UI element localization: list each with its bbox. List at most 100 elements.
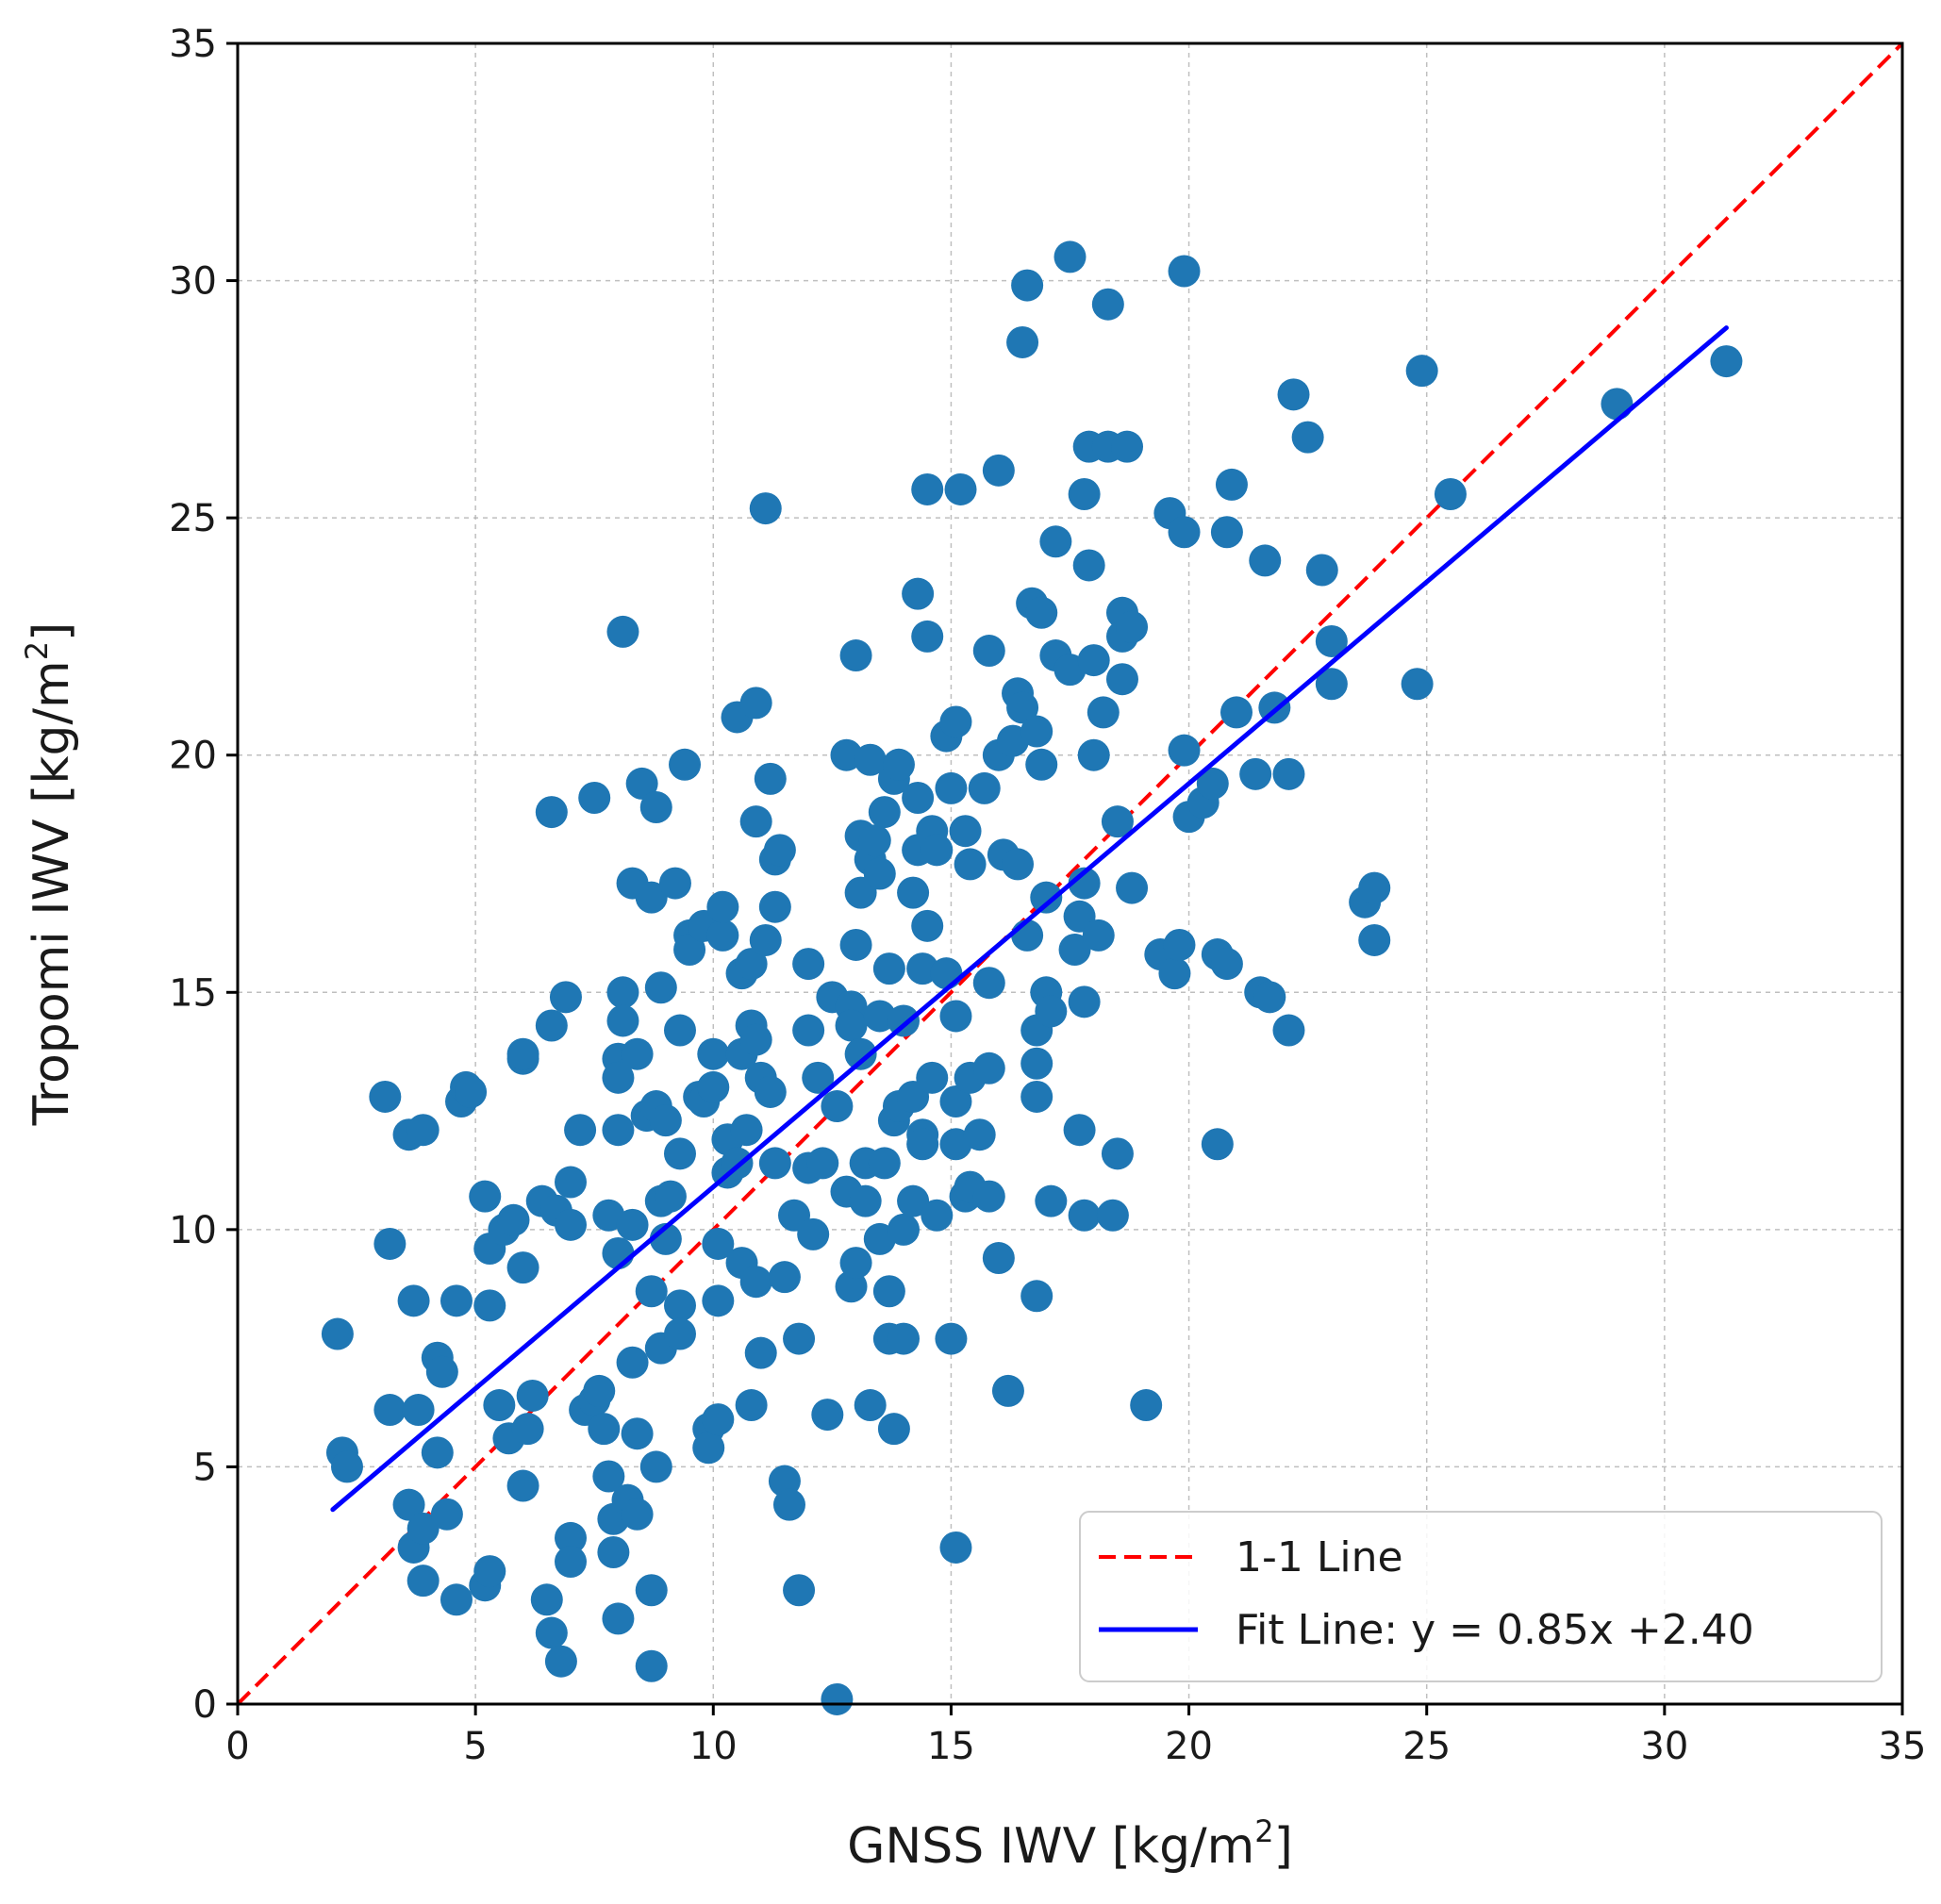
legend-box	[1079, 1511, 1883, 1682]
data-point	[635, 1275, 668, 1308]
data-point	[1025, 748, 1058, 781]
data-point	[921, 834, 954, 867]
data-point	[1272, 1014, 1305, 1047]
data-point	[863, 857, 896, 890]
data-point	[706, 890, 739, 923]
data-point	[1168, 734, 1201, 767]
data-point	[1158, 957, 1191, 990]
data-point	[1091, 288, 1124, 321]
data-point	[555, 1521, 587, 1554]
data-point	[954, 848, 987, 881]
data-point	[625, 767, 658, 800]
x-tick-label: 20	[1165, 1725, 1213, 1768]
data-point	[321, 1317, 354, 1350]
data-point	[754, 762, 787, 795]
data-point	[440, 1583, 473, 1616]
data-point	[868, 796, 901, 829]
data-point	[939, 1531, 972, 1564]
data-point	[835, 1009, 868, 1042]
data-point	[506, 1037, 539, 1070]
data-point	[1011, 269, 1044, 302]
data-point	[739, 687, 772, 720]
data-point	[830, 738, 863, 771]
data-point	[982, 1242, 1015, 1275]
data-point	[635, 1649, 668, 1682]
data-point	[944, 472, 977, 505]
data-point	[421, 1436, 454, 1469]
data-point	[939, 705, 972, 738]
data-point	[735, 948, 768, 981]
data-point	[1063, 1114, 1096, 1147]
data-point	[792, 948, 825, 981]
data-point	[506, 1469, 539, 1502]
data-point	[639, 1450, 672, 1483]
data-point	[588, 1413, 621, 1446]
data-point	[535, 796, 568, 829]
data-point	[392, 1488, 425, 1521]
data-point	[606, 615, 639, 648]
data-point	[802, 1061, 835, 1094]
data-point	[406, 1565, 440, 1598]
data-point	[1068, 985, 1101, 1018]
data-point	[1053, 240, 1087, 273]
data-point	[930, 957, 963, 990]
data-point	[497, 1203, 530, 1236]
data-point	[749, 923, 782, 956]
data-point	[1087, 696, 1120, 729]
data-point	[1249, 544, 1282, 577]
data-point	[1101, 1137, 1134, 1170]
data-point	[935, 771, 968, 804]
data-point	[1002, 848, 1035, 881]
data-point	[555, 1208, 587, 1241]
y-tick-label: 5	[193, 1446, 217, 1489]
y-tick-label: 35	[169, 23, 217, 66]
data-point	[1020, 1080, 1053, 1113]
data-point	[535, 1009, 568, 1042]
y-tick-label: 25	[169, 497, 217, 540]
data-point	[963, 1118, 996, 1151]
data-point	[1025, 596, 1058, 629]
data-point	[406, 1512, 440, 1545]
y-tick-label: 0	[193, 1683, 217, 1727]
data-point	[555, 1546, 587, 1579]
data-point	[906, 1128, 939, 1161]
data-point	[730, 1114, 763, 1147]
data-point	[702, 1284, 735, 1317]
data-point	[972, 635, 1005, 668]
data-point	[772, 1488, 805, 1521]
x-tick-label: 0	[225, 1725, 249, 1768]
data-point	[1291, 421, 1324, 454]
data-point	[1006, 691, 1039, 724]
data-point	[868, 1147, 901, 1180]
data-point	[692, 1432, 725, 1465]
y-axis-label: Tropomi IWV [kg/m2]	[19, 622, 80, 1127]
data-point	[972, 1180, 1005, 1213]
y-tick-label: 30	[169, 260, 217, 304]
data-point	[783, 1574, 816, 1607]
legend-label-one-to-one: 1-1 Line	[1236, 1533, 1403, 1581]
data-point	[1030, 881, 1063, 914]
data-point	[935, 1322, 968, 1355]
data-point	[1220, 696, 1253, 729]
y-tick-label: 10	[169, 1209, 217, 1252]
data-point	[1039, 525, 1072, 558]
data-point	[835, 1270, 868, 1303]
data-point	[972, 1051, 1005, 1084]
data-point	[1068, 1199, 1101, 1232]
data-point	[606, 976, 639, 1009]
data-point	[697, 1070, 730, 1103]
data-point	[402, 1394, 435, 1427]
data-point	[1215, 468, 1248, 501]
data-point	[1116, 871, 1149, 904]
data-point	[440, 1284, 473, 1317]
data-point	[373, 1227, 406, 1260]
x-tick-label: 15	[927, 1725, 975, 1768]
data-point	[911, 472, 944, 505]
data-point	[1201, 1128, 1234, 1161]
data-point	[511, 1413, 544, 1446]
data-point	[516, 1379, 549, 1412]
data-point	[430, 1498, 463, 1531]
data-point	[621, 1037, 654, 1070]
data-point	[991, 1374, 1024, 1407]
data-point	[469, 1180, 502, 1213]
